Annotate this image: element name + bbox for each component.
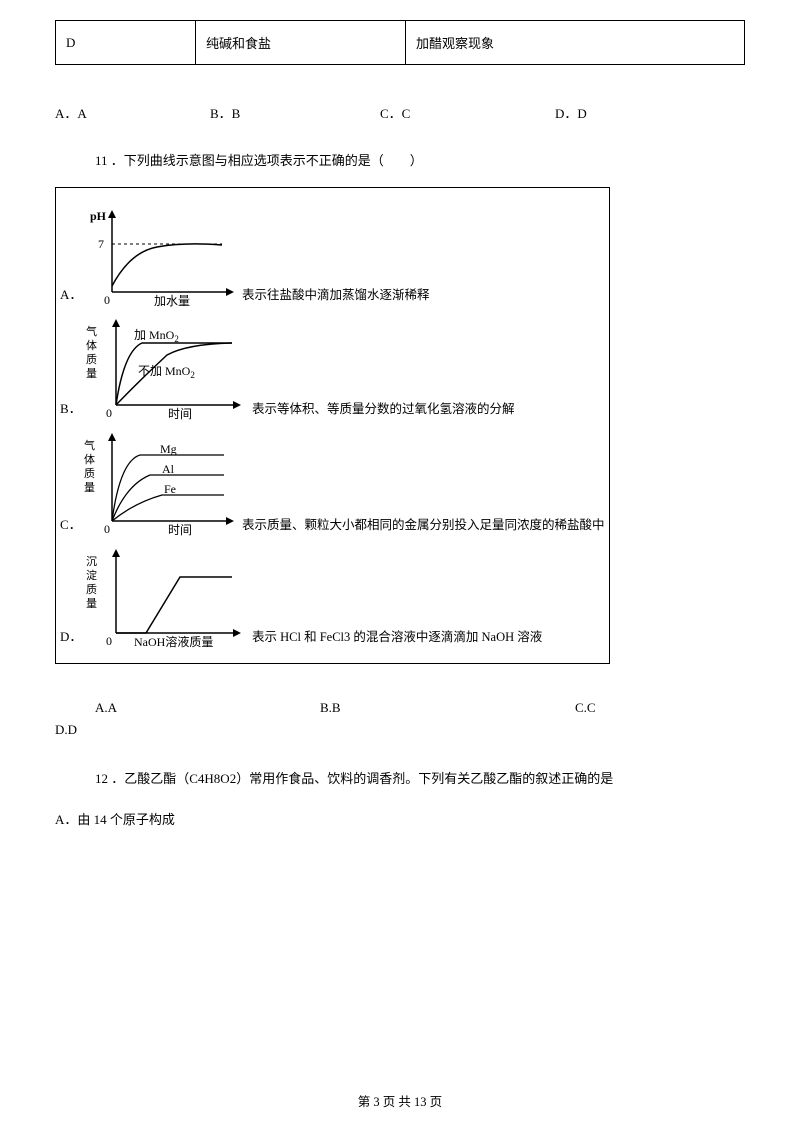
chart-c-s1: Mg	[160, 442, 177, 456]
chart-b-svg: 气体质量 加 MnO2 不加 MnO2 0 时间	[82, 313, 252, 423]
opt-b: B．B	[210, 103, 380, 122]
chart-b-row: B． 气体质量 加 MnO2 不加 MnO2 0 时间 表示等体积、等质量分数的…	[60, 313, 609, 423]
opt2-b: B.B	[320, 700, 575, 716]
chart-a-desc: 表示往盐酸中滴加蒸馏水逐渐稀释	[242, 284, 430, 309]
page-footer: 第 3 页 共 13 页	[55, 1091, 745, 1110]
chart-b-origin: 0	[106, 406, 112, 420]
chart-b-ylabel: 气体质量	[86, 324, 97, 380]
chart-a-svg: pH 7 0 加水量	[82, 204, 242, 309]
chart-d-svg: 沉淀质量 0 NaOH溶液质量	[82, 543, 252, 651]
charts-container: A． pH 7 0 加水量 表示往盐酸中滴加蒸馏水逐渐稀释 B． 气体质量 加 …	[55, 187, 610, 664]
question-12: 12 ．乙酸乙酯（C4H8O2）常用作食品、饮料的调香剂。下列有关乙酸乙酯的叙述…	[95, 768, 745, 787]
chart-c-s2: Al	[162, 462, 175, 476]
answer-options-2: A.A B.B C.C	[95, 700, 745, 716]
chart-d-row: D． 沉淀质量 0 NaOH溶液质量 表示 HCl 和 FeCl3 的混合溶液中…	[60, 543, 609, 651]
opt-c: C．C	[380, 103, 555, 122]
chart-a-origin: 0	[104, 293, 110, 307]
answer-options-1: A．A B．B C．C D．D	[55, 103, 745, 122]
chart-a-tick: 7	[98, 237, 104, 251]
chart-a-xlabel: 加水量	[154, 294, 190, 308]
chart-b-label: B．	[60, 398, 82, 423]
chart-b-xlabel: 时间	[168, 407, 192, 421]
chart-c-desc: 表示质量、颗粒大小都相同的金属分别投入足量同浓度的稀盐酸中	[242, 514, 605, 539]
opt-a: A．A	[55, 103, 210, 122]
chart-a-ylabel: pH	[90, 209, 107, 223]
chart-d-xlabel: NaOH溶液质量	[134, 634, 213, 649]
opt2-a: A.A	[95, 700, 320, 716]
chart-a-row: A． pH 7 0 加水量 表示往盐酸中滴加蒸馏水逐渐稀释	[60, 204, 609, 309]
cell-d: D	[56, 21, 196, 65]
chart-a-label: A．	[60, 284, 82, 309]
opt2-c: C.C	[575, 700, 596, 716]
chart-c-svg: 气体质量 Mg Al Fe 0 时间	[82, 427, 242, 539]
chart-c-row: C． 气体质量 Mg Al Fe 0 时间 表示质量、颗粒大小都相同的金属分别投…	[60, 427, 609, 539]
chart-d-ylabel: 沉淀质量	[86, 555, 97, 610]
chart-d-desc: 表示 HCl 和 FeCl3 的混合溶液中逐滴滴加 NaOH 溶液	[252, 626, 542, 651]
opt2-d: D.D	[55, 722, 745, 738]
chart-b-line1: 加 MnO2	[134, 328, 179, 344]
cell-substance: 纯碱和食盐	[196, 21, 406, 65]
cell-method: 加醋观察现象	[406, 21, 745, 65]
chart-b-line2: 不加 MnO2	[138, 364, 195, 380]
opt-d: D．D	[555, 103, 587, 122]
table-row: D 纯碱和食盐 加醋观察现象	[56, 21, 745, 65]
chart-c-s3: Fe	[164, 482, 176, 496]
option-table: D 纯碱和食盐 加醋观察现象	[55, 20, 745, 65]
chart-c-xlabel: 时间	[168, 523, 192, 537]
chart-d-label: D．	[60, 626, 82, 651]
chart-c-label: C．	[60, 514, 82, 539]
chart-c-origin: 0	[104, 522, 110, 536]
chart-c-ylabel: 气体质量	[84, 438, 95, 494]
question-11: 11 ．下列曲线示意图与相应选项表示不正确的是（ ）	[95, 150, 745, 169]
chart-d-origin: 0	[106, 634, 112, 648]
chart-b-desc: 表示等体积、等质量分数的过氧化氢溶液的分解	[252, 398, 515, 423]
question-12a: A．由 14 个原子构成	[55, 809, 745, 828]
